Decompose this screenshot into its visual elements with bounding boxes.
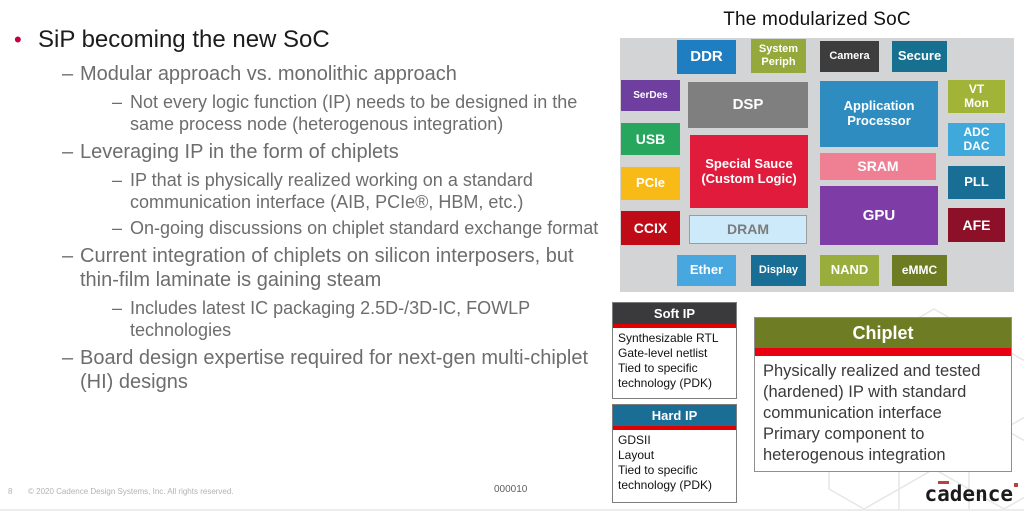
info-line: Gate-level netlist bbox=[618, 346, 708, 360]
bullet-text: Current integration of chiplets on silic… bbox=[80, 245, 574, 291]
info-line: heterogenous integration bbox=[763, 446, 946, 465]
soc-block-system-periph: System Periph bbox=[751, 39, 806, 73]
soc-block-dsp: DSP bbox=[688, 82, 808, 128]
soc-block-afe: AFE bbox=[948, 208, 1005, 242]
info-line: GDSII bbox=[618, 433, 651, 447]
bullet-item-level-2: – Modular approach vs. monolithic approac… bbox=[0, 62, 618, 86]
chiplet-box: Chiplet Physically realized and tested (h… bbox=[754, 317, 1012, 472]
soc-block-gpu: GPU bbox=[820, 186, 938, 245]
logo-text-c: c bbox=[924, 482, 938, 506]
bullet-content: • SiP becoming the new SoC – Modular appr… bbox=[0, 26, 618, 399]
dash-marker: – bbox=[112, 92, 123, 112]
red-stripe bbox=[755, 348, 1011, 356]
dash-marker: – bbox=[112, 298, 123, 318]
soc-block-ddr: DDR bbox=[677, 40, 736, 74]
bullet-item-level-3: – On-going discussions on chiplet standar… bbox=[0, 217, 618, 239]
bullet-text: Includes latest IC packaging 2.5D-/3D-IC… bbox=[130, 298, 530, 340]
soc-block-ccix: CCIX bbox=[621, 211, 680, 245]
logo-macron bbox=[938, 481, 950, 484]
soft-ip-header: Soft IP bbox=[613, 303, 736, 324]
bullet-item-level-2: – Board design expertise required for nex… bbox=[0, 346, 618, 394]
logo-trademark-dot bbox=[1014, 483, 1018, 487]
info-line: (hardened) IP with standard bbox=[763, 383, 967, 402]
soc-block-nand: NAND bbox=[820, 255, 879, 286]
soc-block-pcie: PCIe bbox=[621, 167, 680, 200]
soc-block-ether: Ether bbox=[677, 255, 736, 286]
soc-block-serdes: SerDes bbox=[621, 80, 680, 111]
copyright-text: © 2020 Cadence Design Systems, Inc. All … bbox=[28, 487, 234, 496]
soc-block-display: Display bbox=[751, 255, 806, 286]
red-stripe bbox=[613, 426, 736, 430]
soc-block-app-processor: Application Processor bbox=[820, 81, 938, 147]
soc-block-adc-dac: ADC DAC bbox=[948, 123, 1005, 156]
bullet-item-level-2: – Current integration of chiplets on sili… bbox=[0, 244, 618, 292]
logo-text-rest: dence bbox=[949, 482, 1013, 506]
bullet-text: Modular approach vs. monolithic approach bbox=[80, 63, 457, 85]
soc-block-vt-mon: VT Mon bbox=[948, 80, 1005, 113]
bullet-list: – Modular approach vs. monolithic approac… bbox=[0, 62, 618, 394]
dash-marker: – bbox=[62, 63, 74, 85]
soc-block-sram: SRAM bbox=[820, 153, 936, 180]
soc-diagram-title: The modularized SoC bbox=[723, 9, 911, 30]
dash-marker: – bbox=[62, 347, 74, 369]
red-stripe bbox=[613, 324, 736, 328]
bullet-item-level-3: – Not every logic function (IP) needs to … bbox=[0, 91, 618, 135]
info-line: Primary component to bbox=[763, 425, 925, 444]
soc-block-secure: Secure bbox=[892, 41, 947, 72]
slide-title-row: • SiP becoming the new SoC bbox=[0, 26, 618, 54]
info-line: Tied to specific bbox=[618, 361, 698, 375]
info-line: technology (PDK) bbox=[618, 376, 713, 390]
soc-block-pll: PLL bbox=[948, 166, 1005, 199]
cadence-logo: ca dence bbox=[924, 481, 1018, 506]
soc-panel: DDR System Periph Camera Secure SerDes DSP App… bbox=[620, 38, 1014, 292]
info-line: Layout bbox=[618, 448, 655, 462]
info-line: Tied to specific bbox=[618, 463, 698, 477]
bullet-item-level-3: – Includes latest IC packaging 2.5D-/3D-I… bbox=[0, 297, 618, 341]
bullet-text: Leveraging IP in the form of chiplets bbox=[80, 141, 399, 163]
info-line: Synthesizable RTL bbox=[618, 331, 719, 345]
page-number: 8 bbox=[8, 487, 13, 496]
hard-ip-box: Hard IP GDSII Layout Tied to specific techn… bbox=[612, 404, 737, 503]
bullet-text: Board design expertise required for next… bbox=[80, 347, 589, 393]
dash-marker: – bbox=[112, 170, 123, 190]
soft-ip-body: Synthesizable RTL Gate-level netlist Tied … bbox=[613, 328, 736, 394]
info-line: communication interface bbox=[763, 404, 942, 423]
dash-marker: – bbox=[112, 218, 123, 238]
chiplet-header: Chiplet bbox=[755, 318, 1011, 348]
soc-block-camera: Camera bbox=[820, 41, 879, 72]
chiplet-body: Physically realized and tested (hardened)… bbox=[755, 356, 1011, 472]
soc-block-dram: DRAM bbox=[689, 215, 807, 244]
hard-ip-header: Hard IP bbox=[613, 405, 736, 426]
bullet-item-level-2: – Leveraging IP in the form of chiplets bbox=[0, 140, 618, 164]
info-line: Physically realized and tested bbox=[763, 362, 981, 380]
hard-ip-body: GDSII Layout Tied to specific technology (P… bbox=[613, 430, 736, 496]
slide-title: SiP becoming the new SoC bbox=[38, 26, 330, 53]
soft-ip-box: Soft IP Synthesizable RTL Gate-level netl… bbox=[612, 302, 737, 399]
dash-marker: – bbox=[62, 141, 74, 163]
bullet-text: IP that is physically realized working o… bbox=[130, 170, 533, 212]
soc-block-usb: USB bbox=[621, 123, 680, 155]
bullet-text: Not every logic function (IP) needs to b… bbox=[130, 92, 578, 134]
doc-code: 000010 bbox=[494, 484, 528, 495]
bullet-text: On-going discussions on chiplet standard… bbox=[130, 218, 599, 238]
bullet-dot: • bbox=[14, 27, 22, 52]
logo-text-a: a bbox=[937, 481, 950, 506]
dash-marker: – bbox=[62, 245, 74, 267]
bullet-item-level-3: – IP that is physically realized working … bbox=[0, 169, 618, 213]
info-line: technology (PDK) bbox=[618, 478, 713, 492]
soc-block-emmc: eMMC bbox=[892, 255, 947, 286]
soc-block-special-sauce: Special Sauce (Custom Logic) bbox=[690, 135, 808, 208]
